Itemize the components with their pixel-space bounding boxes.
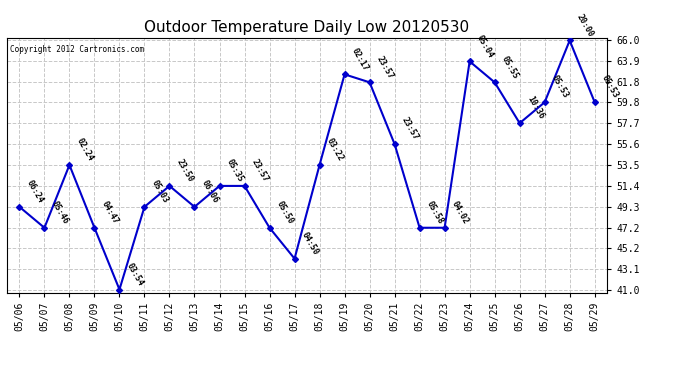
Text: Copyright 2012 Cartronics.com: Copyright 2012 Cartronics.com [10, 45, 144, 54]
Text: 23:57: 23:57 [400, 116, 420, 142]
Text: 05:50: 05:50 [275, 200, 295, 226]
Text: 06:06: 06:06 [200, 178, 220, 205]
Text: 02:17: 02:17 [350, 46, 371, 72]
Text: 04:50: 04:50 [300, 230, 320, 256]
Text: 23:57: 23:57 [250, 158, 270, 184]
Title: Outdoor Temperature Daily Low 20120530: Outdoor Temperature Daily Low 20120530 [144, 20, 470, 35]
Text: 10:36: 10:36 [525, 95, 546, 121]
Text: 23:50: 23:50 [175, 158, 195, 184]
Text: 04:47: 04:47 [100, 200, 120, 226]
Text: 05:53: 05:53 [550, 74, 571, 100]
Text: 05:55: 05:55 [500, 54, 520, 80]
Text: 04:02: 04:02 [450, 200, 471, 226]
Text: 03:54: 03:54 [125, 261, 146, 287]
Text: 05:53: 05:53 [600, 74, 620, 100]
Text: 02:24: 02:24 [75, 136, 95, 163]
Text: 03:22: 03:22 [325, 136, 346, 163]
Text: 05:35: 05:35 [225, 158, 246, 184]
Text: 20:00: 20:00 [575, 12, 595, 38]
Text: 06:24: 06:24 [25, 178, 46, 205]
Text: 05:46: 05:46 [50, 200, 70, 226]
Text: 05:04: 05:04 [475, 33, 495, 59]
Text: 23:57: 23:57 [375, 54, 395, 80]
Text: 05:03: 05:03 [150, 178, 170, 205]
Text: 05:58: 05:58 [425, 200, 446, 226]
